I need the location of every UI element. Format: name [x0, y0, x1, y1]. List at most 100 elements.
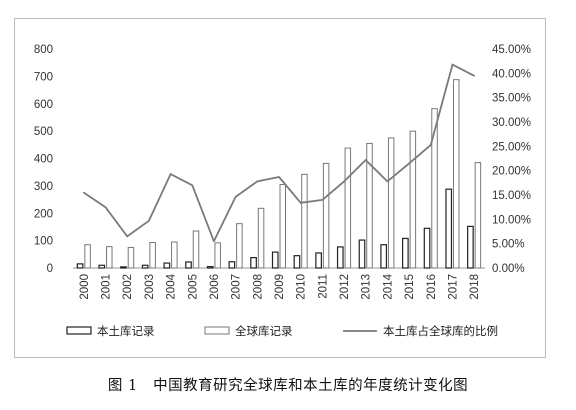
- bar-global-record: [387, 137, 395, 269]
- x-tick-label: 2009: [274, 274, 286, 300]
- bar-global-record: [192, 230, 200, 269]
- bar-local-record: [467, 225, 474, 269]
- x-tick-label: 2002: [122, 274, 134, 300]
- bar-local-record: [336, 246, 344, 269]
- ratio-point: [169, 173, 172, 175]
- y-right-tick-label: 45.00%: [492, 44, 531, 56]
- x-tick-label: 2012: [339, 274, 351, 300]
- legend-label-ratio: 本土库占全球库的比例: [383, 324, 498, 338]
- y-left-tick-label: 600: [34, 99, 53, 111]
- bar-local-record: [76, 263, 84, 269]
- y-left-tick-label: 0: [47, 263, 53, 275]
- bar-global-record: [409, 130, 417, 269]
- bar-local-record: [206, 266, 214, 269]
- ratio-point: [364, 159, 367, 161]
- bar-local-record: [141, 264, 149, 269]
- bar-local-record: [120, 266, 127, 269]
- bar-local-record: [98, 264, 106, 269]
- ratio-point: [408, 162, 410, 165]
- ratio-point: [451, 63, 454, 66]
- bar-local-record: [293, 255, 301, 269]
- y-right-tick-label: 20.00%: [492, 166, 531, 178]
- legend-label-global: 全球库记录: [235, 324, 293, 338]
- x-tick-label: 2004: [166, 273, 178, 299]
- bar-local-record: [228, 261, 236, 269]
- bar-local-record: [271, 251, 279, 269]
- chart: 0 100 200 300 400 500 600 700 800 0.00% 5.00% 10.00…: [34, 44, 531, 338]
- y-left-tick-label: 300: [34, 181, 53, 193]
- bar-global-record: [127, 246, 135, 269]
- bar-global-record: [171, 241, 178, 269]
- y-right-tick-label: 10.00%: [492, 214, 531, 226]
- y-left-tick-label: 200: [34, 208, 53, 220]
- x-tick-label: 2015: [404, 274, 416, 300]
- y-left-tick-label: 500: [34, 126, 53, 138]
- x-tick-label: 2003: [144, 274, 156, 300]
- bar-local-record: [423, 227, 431, 269]
- x-tick-label: 2007: [231, 274, 243, 300]
- legend-swatch-local: [66, 326, 92, 335]
- bar-global-record: [344, 147, 352, 269]
- y-right-tick-label: 15.00%: [492, 190, 531, 202]
- bar-global-record: [149, 242, 156, 269]
- bar-global-record: [322, 162, 330, 269]
- x-tick-label: 2000: [79, 274, 91, 300]
- bar-local-record: [358, 239, 366, 269]
- x-tick-label: 2014: [382, 273, 394, 299]
- ratio-point: [386, 180, 389, 183]
- bar-local-record: [380, 244, 388, 269]
- y-right-tick-label: 0.00%: [492, 263, 525, 275]
- y-right-tick-label: 35.00%: [492, 93, 531, 105]
- bar-local-record: [445, 188, 453, 269]
- x-tick-label: 2016: [426, 274, 438, 300]
- bar-global-record: [236, 223, 243, 269]
- x-tick-label: 2013: [361, 274, 373, 300]
- ratio-point: [321, 199, 324, 201]
- figure-frame: 0 100 200 300 400 500 600 700 800 0.00% 5.00% 10.00…: [14, 18, 546, 358]
- y-right-tick-label: 25.00%: [492, 141, 531, 153]
- bar-global-record: [301, 173, 308, 269]
- y-left-tick-label: 800: [34, 44, 53, 56]
- bar-local-record: [185, 261, 192, 269]
- y-right-tick-label: 5.00%: [492, 239, 525, 251]
- bar-global-record: [257, 207, 265, 269]
- bar-local-record: [315, 252, 322, 269]
- figure-caption: 图 1 中国教育研究全球库和本土库的年度统计变化图: [107, 378, 469, 394]
- legend-swatch-global: [204, 326, 230, 335]
- bar-local-record: [163, 262, 171, 269]
- x-tick-label: 2006: [209, 274, 221, 300]
- bar-global-record: [84, 244, 91, 269]
- x-tick-label: 2008: [252, 274, 264, 300]
- ratio-point: [213, 240, 215, 243]
- ratio-point: [278, 176, 280, 178]
- ratio-point: [234, 196, 237, 198]
- y-left-tick-label: 700: [34, 71, 53, 83]
- ratio-point: [83, 191, 85, 194]
- ratio-point: [104, 206, 107, 208]
- bar-global-record: [279, 184, 286, 269]
- x-tick-label: 2010: [296, 274, 308, 300]
- ratio-point: [148, 219, 150, 222]
- bar-global-record: [452, 79, 460, 269]
- y-left-tick-label: 100: [34, 236, 53, 248]
- x-tick-label: 2001: [101, 274, 113, 300]
- x-tick-label: 2011: [317, 274, 329, 299]
- ratio-point: [343, 180, 345, 183]
- x-tick-label: 2017: [447, 274, 459, 300]
- bar-local-record: [402, 237, 409, 269]
- bar-global-record: [106, 246, 113, 269]
- x-tick-label: 2005: [187, 274, 199, 300]
- x-tick-label: 2018: [469, 274, 481, 300]
- bar-global-record: [366, 142, 373, 269]
- bar-global-record: [431, 108, 438, 269]
- bar-local-record: [250, 256, 257, 269]
- bar-global-record: [474, 162, 482, 269]
- y-right-tick-label: 40.00%: [492, 68, 531, 80]
- ratio-point: [473, 74, 475, 77]
- bar-global-record: [214, 242, 221, 269]
- ratio-point: [299, 201, 302, 204]
- ratio-point: [191, 184, 194, 187]
- legend-label-local: 本土库记录: [97, 324, 155, 338]
- ratio-point: [126, 235, 129, 238]
- ratio-point: [256, 180, 259, 183]
